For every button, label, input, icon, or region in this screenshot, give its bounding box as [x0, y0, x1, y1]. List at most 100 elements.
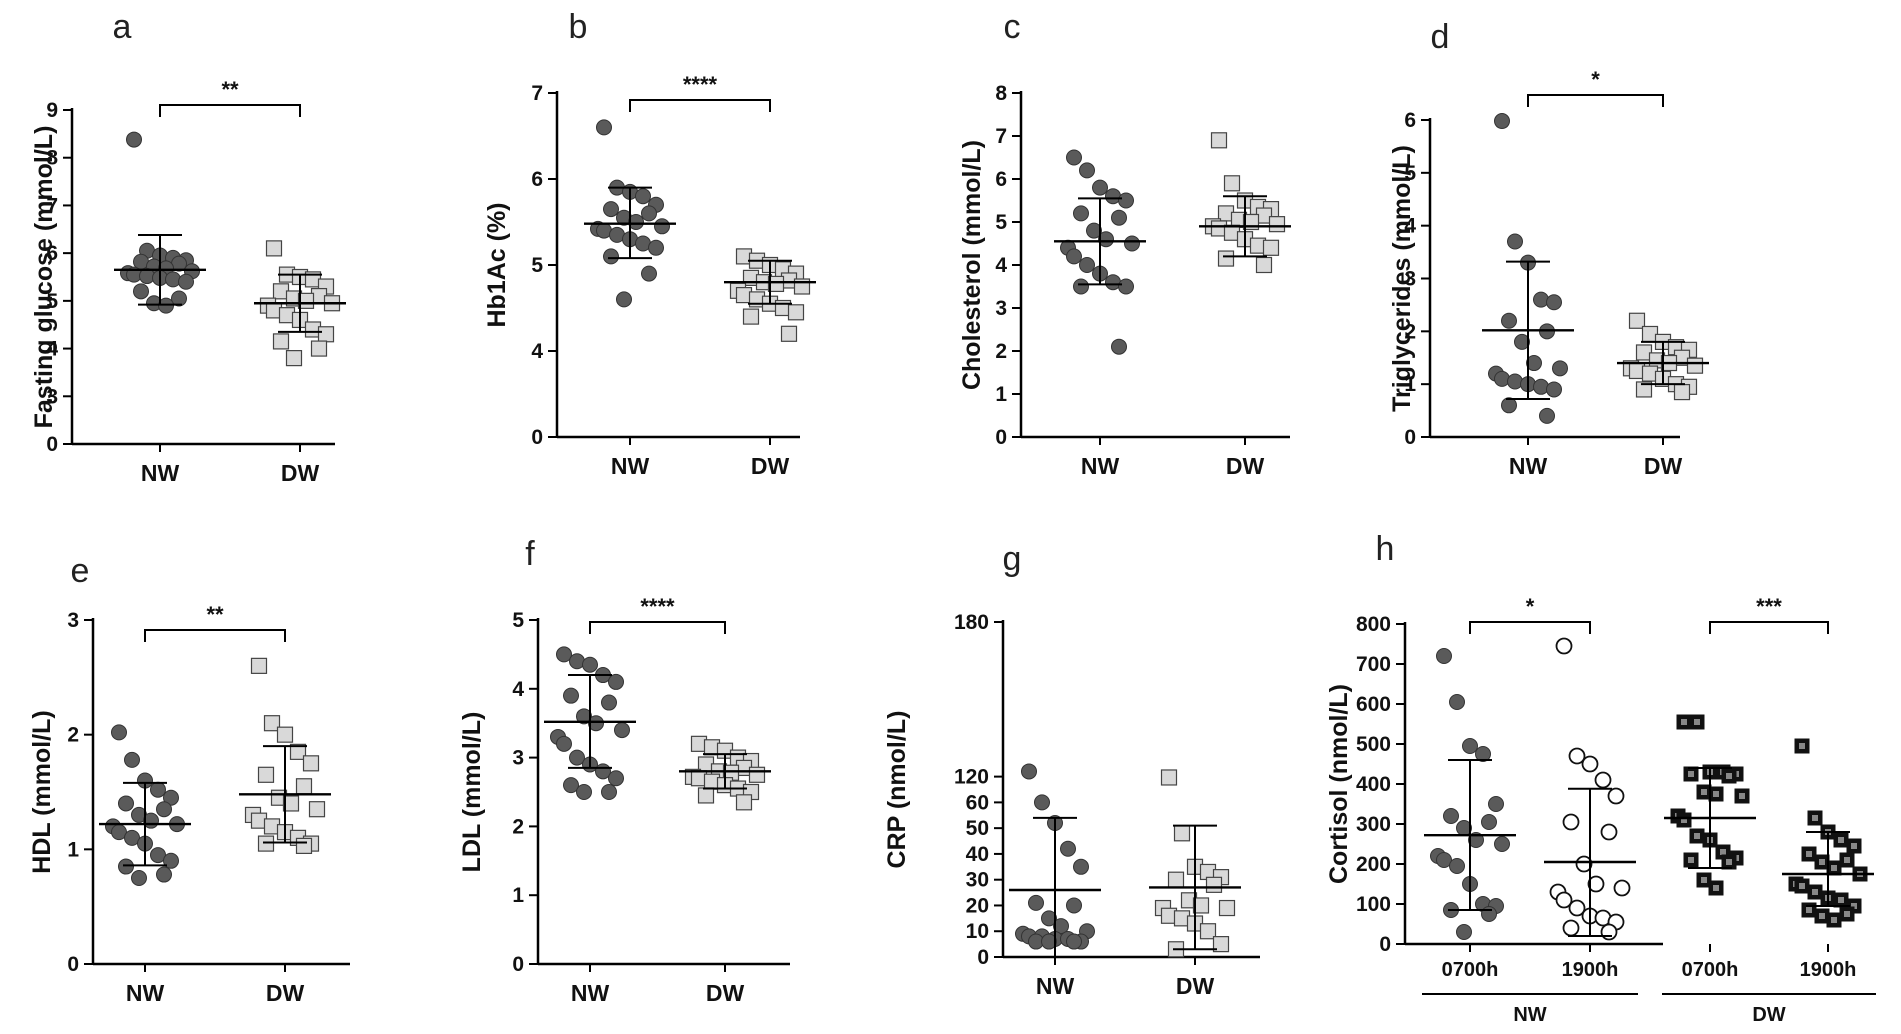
panel-f-point-0-6 [601, 694, 617, 711]
panel-h-group-label-0: NW [1513, 1004, 1546, 1026]
panel-c-ylabel: Cholesterol (mmol/L) [958, 140, 986, 390]
panel-e-ytick-label-0: 0 [67, 953, 79, 976]
panel-f-point-1-9 [748, 766, 766, 783]
panel-b-ytick-label-3: 6 [531, 168, 543, 191]
panel-g-point-1-6 [1205, 876, 1223, 893]
panel-c-point-1-1 [1223, 175, 1241, 192]
panel-a-ytick-label-3: 5 [46, 290, 58, 313]
panel-g-ytick-label-1: 10 [966, 920, 989, 943]
panel-h-point-3-14-inner [1838, 897, 1844, 903]
panel-c-point-0-9 [1124, 235, 1140, 252]
panel-a-point-1-18 [285, 350, 303, 367]
panel-c-point-1-0 [1210, 132, 1228, 149]
panel-h-point-1-7 [1575, 855, 1593, 873]
panel-h-point-2-7-inner [1701, 789, 1707, 795]
panel-g-point-1-8 [1192, 897, 1210, 914]
panel-d-point-0-16 [1501, 397, 1517, 414]
panel-b-point-1-16 [742, 308, 760, 325]
panel-c-ytick-label-7: 7 [995, 125, 1007, 148]
panel-d-point-0-9 [1552, 360, 1568, 377]
panel-h-xtick-label-3: 1900h [1800, 959, 1857, 981]
panel-d-point-1-17 [1673, 383, 1691, 401]
panel-g-ytick-label-3: 30 [966, 869, 989, 892]
panel-h-point-1-17 [1600, 923, 1618, 941]
panel-g-point-1-9 [1218, 899, 1236, 917]
panel-f-point-0-2 [582, 656, 598, 673]
panel-h-letter: h [1376, 530, 1395, 568]
panel-e-point-0-3 [150, 781, 166, 798]
panel-f-point-0-0 [556, 646, 572, 663]
panel-e-xtick-label-1: DW [266, 980, 305, 1006]
panel-e-sig-bracket-0 [144, 629, 286, 642]
panel-h-point-1-1 [1568, 747, 1586, 765]
panel-d-ytick-label-6: 6 [1404, 109, 1416, 132]
panel-h-point-3-4-inner [1851, 843, 1857, 849]
panel-d-ytick-label-1: 1 [1404, 373, 1416, 396]
panel-h-point-0-9 [1494, 836, 1510, 852]
panel-h-ytick-label-1: 100 [1356, 893, 1391, 916]
panel-b-point-0-5 [603, 201, 619, 218]
panel-h-point-3-16-inner [1806, 907, 1812, 913]
panel-g-ytick-label-6: 60 [966, 791, 989, 814]
panel-f-sig-label-0: **** [640, 594, 675, 619]
panel-c-point-1-17 [1255, 256, 1273, 274]
panel-h-ytick-label-8: 800 [1356, 613, 1391, 636]
panel-b-point-0-9 [654, 218, 670, 235]
panel-b-point-1-8 [767, 275, 785, 293]
panel-h-ytick-label-6: 600 [1356, 693, 1391, 716]
panel-e-sig-label-0: ** [206, 602, 224, 627]
panel-c-point-0-1 [1079, 162, 1095, 179]
panel-b-sig-bracket-0 [629, 99, 771, 112]
panel-h-point-1-8 [1587, 875, 1605, 893]
panel-e-point-1-9 [308, 801, 326, 818]
panel-a-point-0-16 [133, 283, 149, 300]
panel-g-point-0-18 [1041, 933, 1057, 950]
panel-d-point-1-9 [1686, 357, 1704, 374]
panel-h-point-3-15-inner [1851, 903, 1857, 909]
panel-g-point-1-5 [1167, 871, 1185, 888]
panel-h-point-0-17 [1481, 906, 1497, 922]
panel-h-point-1-4 [1607, 787, 1625, 805]
panel-d-sig-label-0: * [1591, 67, 1600, 92]
panel-f-point-0-15 [608, 770, 624, 787]
panel-d-ylabel: Triglycerides (mmol/L) [1388, 145, 1416, 412]
panel-h-point-3-1-inner [1812, 815, 1818, 821]
panel-e-point-0-5 [118, 795, 134, 812]
panel-c-ytick-label-5: 5 [995, 211, 1007, 234]
panel-d-ytick-label-0: 0 [1404, 426, 1416, 449]
panel-e-point-1-17 [295, 837, 313, 854]
panel-d-point-0-3 [1533, 291, 1549, 308]
panel-d-point-0-8 [1526, 355, 1542, 372]
panel-g-xtick-label-0: NW [1036, 973, 1075, 999]
panel-a-xtick-label-1: DW [281, 460, 320, 486]
panel-h-group-label-1: DW [1752, 1004, 1785, 1026]
panel-h-point-3-19-inner [1831, 917, 1837, 923]
panel-a-ytick-label-2: 4 [46, 338, 58, 361]
panel-c-ytick-label-8: 8 [995, 82, 1007, 105]
panel-e-point-0-4 [163, 789, 179, 806]
panel-f-ytick-label-1: 1 [512, 884, 524, 907]
panel-b-point-0-0 [596, 119, 612, 136]
panel-d-letter: d [1431, 18, 1450, 56]
panel-a-point-1-0 [265, 240, 283, 257]
panel-e-point-0-15 [163, 852, 179, 869]
panel-h-ytick-label-5: 500 [1356, 733, 1391, 756]
panel-g-xtick-label-1: DW [1176, 973, 1215, 999]
panel-c-ytick-label-4: 4 [995, 254, 1007, 277]
panel-c-point-0-0 [1066, 149, 1082, 166]
panel-h-point-3-8-inner [1831, 865, 1837, 871]
panel-b-point-1-15 [787, 304, 805, 321]
panel-c-ytick-label-3: 3 [995, 297, 1007, 320]
panel-g-point-0-0 [1021, 763, 1037, 780]
panel-a-xtick-label-0: NW [141, 460, 180, 486]
panel-b-point-0-18 [616, 291, 632, 308]
panel-d-point-0-1 [1507, 233, 1523, 250]
panel-d-xtick-label-0: NW [1509, 453, 1548, 479]
panel-h-point-2-6-inner [1726, 773, 1732, 779]
panel-e-xtick-label-0: NW [126, 980, 165, 1006]
panel-d-point-0-7 [1514, 333, 1530, 350]
panel-c-point-0-8 [1098, 231, 1114, 248]
panel-g-ytick-label-8: 180 [954, 611, 989, 634]
panel-g-point-0-1 [1034, 794, 1050, 811]
